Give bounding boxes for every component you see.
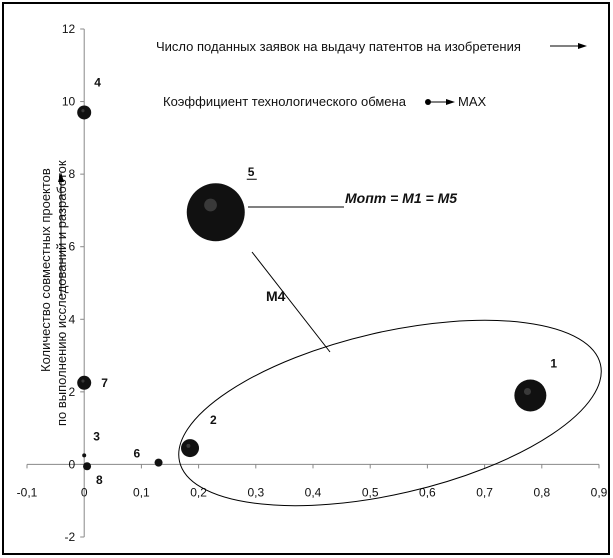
legend-x-arrow-head xyxy=(578,43,587,49)
y-tick-label: 2 xyxy=(69,385,76,399)
data-point-1 xyxy=(514,379,547,412)
m4-leader-line xyxy=(251,251,331,353)
point-label-2: 2 xyxy=(210,413,217,427)
y-axis-label-line1: Количество совместных проектов xyxy=(38,168,53,372)
y-tick-label: 0 xyxy=(69,457,76,471)
point-label-3: 3 xyxy=(93,429,100,443)
point-label-8: 8 xyxy=(96,473,103,487)
x-tick-label: 0,2 xyxy=(190,485,207,499)
x-tick-label: 0 xyxy=(81,485,88,499)
x-tick-label: -0,1 xyxy=(17,485,38,499)
y-tick-label: 6 xyxy=(69,240,76,254)
data-point-highlight xyxy=(523,387,531,396)
point-label-6: 6 xyxy=(134,447,141,461)
point-label-1: 1 xyxy=(550,356,557,370)
data-point-5 xyxy=(186,183,245,242)
legend-coef-text: Коэффициент технологического обмена xyxy=(163,94,407,109)
data-point-6 xyxy=(154,458,163,467)
data-point-highlight xyxy=(186,443,191,448)
x-tick-label: 0,8 xyxy=(533,485,550,499)
m4-label: M4 xyxy=(266,288,286,304)
x-tick-label: 0,4 xyxy=(305,485,322,499)
data-point-2 xyxy=(181,439,200,458)
data-point-4 xyxy=(77,105,92,120)
y-tick-label: 12 xyxy=(62,22,76,36)
legend-max-text: MAX xyxy=(458,94,487,109)
y-tick-label: -2 xyxy=(65,530,76,544)
data-point-highlight xyxy=(81,109,85,113)
data-point-3 xyxy=(82,453,87,458)
y-tick-label: 8 xyxy=(69,167,76,181)
y-direction-arrow-head xyxy=(58,172,64,182)
data-point-highlight xyxy=(81,379,85,383)
point-label-4: 4 xyxy=(94,75,101,89)
y-tick-label: 4 xyxy=(69,312,76,326)
legend-x-axis-text: Число поданных заявок на выдачу патентов… xyxy=(156,39,521,54)
x-tick-label: 0,3 xyxy=(247,485,264,499)
point-label-5: 5 xyxy=(248,165,255,179)
x-tick-label: 0,1 xyxy=(133,485,150,499)
m-opt-label: Мопт = М1 = М5 xyxy=(345,190,457,206)
legend-coef-arrow-head xyxy=(446,99,455,105)
point-label-7: 7 xyxy=(101,376,108,390)
m4-cluster-ellipse xyxy=(178,319,602,507)
x-tick-label: 0,5 xyxy=(362,485,379,499)
data-point-8 xyxy=(83,462,92,471)
x-tick-label: 0,9 xyxy=(591,485,608,499)
data-point-7 xyxy=(77,375,92,390)
data-point-highlight xyxy=(204,198,217,212)
x-tick-label: 0,7 xyxy=(476,485,493,499)
data-points: 1 2 3 4 5 6 7 8 xyxy=(77,75,557,487)
legend-coef-dot xyxy=(425,99,431,105)
x-tick-label: 0,6 xyxy=(419,485,436,499)
y-tick-label: 10 xyxy=(62,95,76,109)
